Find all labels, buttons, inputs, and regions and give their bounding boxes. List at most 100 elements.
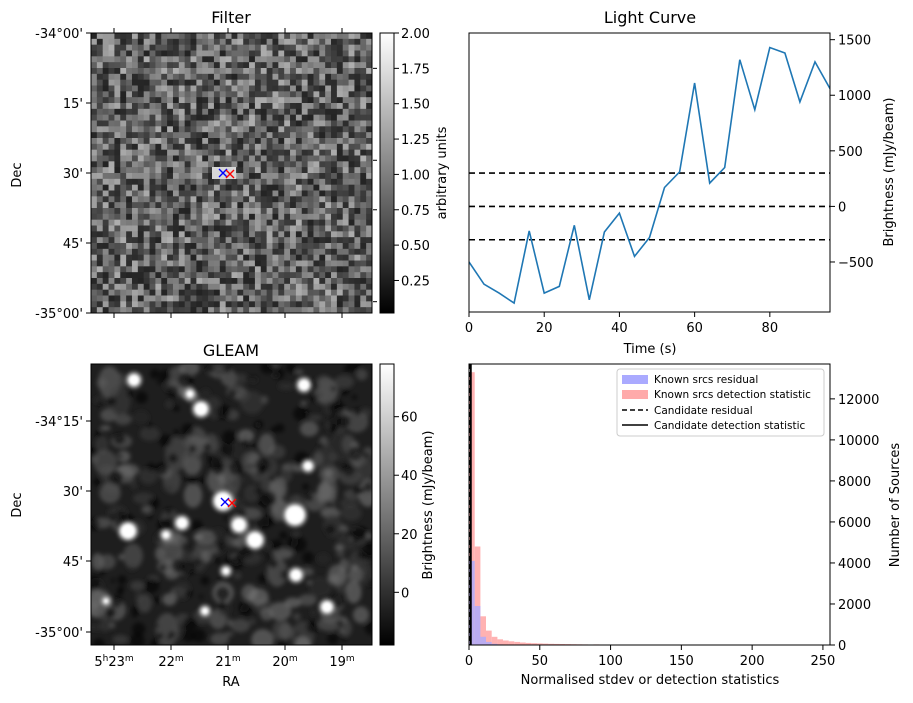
filter-pixel	[360, 33, 366, 39]
filter-pixel	[319, 86, 325, 92]
filter-pixel	[202, 51, 208, 57]
gleam-dark-blob	[159, 564, 166, 571]
filter-pixel	[325, 74, 331, 80]
gleam-dark-blob	[217, 601, 226, 610]
gleam-dark-blob	[326, 502, 332, 508]
filter-pixel	[232, 255, 238, 261]
filter-pixel	[255, 284, 261, 290]
x-tick-label: 250	[811, 654, 836, 669]
filter-pixel	[267, 255, 273, 261]
filter-pixel	[267, 150, 273, 156]
filter-pixel	[120, 208, 126, 214]
filter-pixel	[313, 220, 319, 226]
filter-pixel	[97, 109, 103, 115]
filter-pixel	[91, 97, 97, 103]
filter-pixel	[150, 226, 156, 232]
filter-pixel	[138, 296, 144, 302]
filter-pixel	[366, 68, 372, 74]
filter-pixel	[261, 278, 267, 284]
filter-pixel	[226, 278, 232, 284]
filter-pixel	[313, 68, 319, 74]
filter-pixel	[103, 132, 109, 138]
filter-pixel	[284, 161, 290, 167]
ra-minutes-unit: m	[289, 654, 298, 664]
filter-pixel	[114, 115, 120, 121]
filter-pixel	[272, 179, 278, 185]
filter-pixel	[313, 278, 319, 284]
filter-pixel	[196, 191, 202, 197]
filter-pixel	[284, 45, 290, 51]
filter-pixel	[360, 243, 366, 249]
filter-pixel	[337, 249, 343, 255]
filter-pixel	[366, 74, 372, 80]
filter-pixel	[103, 86, 109, 92]
filter-pixel	[185, 284, 191, 290]
filter-pixel	[237, 39, 243, 45]
dec-tick-label: -34°00'	[35, 27, 83, 42]
filter-pixel	[343, 249, 349, 255]
filter-pixel	[308, 237, 314, 243]
filter-pixel	[155, 97, 161, 103]
filter-pixel	[91, 161, 97, 167]
filter-pixel	[237, 249, 243, 255]
filter-pixel	[97, 196, 103, 202]
filter-pixel	[237, 185, 243, 191]
filter-pixel	[185, 296, 191, 302]
filter-pixel	[208, 132, 214, 138]
filter-pixel	[167, 214, 173, 220]
filter-pixel	[109, 109, 115, 115]
filter-pixel	[313, 284, 319, 290]
gleam-dark-blob	[295, 632, 299, 636]
filter-pixel	[243, 103, 249, 109]
filter-pixel	[103, 290, 109, 296]
filter-pixel	[150, 39, 156, 45]
filter-pixel	[290, 167, 296, 173]
filter-pixel	[308, 202, 314, 208]
gleam-noise-blob	[293, 613, 301, 621]
filter-pixel	[319, 150, 325, 156]
filter-pixel	[150, 91, 156, 97]
filter-pixel	[267, 301, 273, 307]
filter-pixel	[97, 161, 103, 167]
legend-label-candidate-residual: Candidate residual	[654, 405, 753, 417]
filter-pixel	[308, 51, 314, 57]
filter-pixel	[173, 173, 179, 179]
filter-pixel	[290, 68, 296, 74]
filter-pixel	[202, 202, 208, 208]
gleam-noise-blob	[334, 545, 343, 551]
filter-pixel	[237, 272, 243, 278]
ra-minutes-unit: m	[346, 654, 355, 664]
filter-pixel	[138, 51, 144, 57]
colorbar-tick-label: 60	[401, 411, 418, 426]
filter-pixel	[325, 249, 331, 255]
filter-pixel	[302, 231, 308, 237]
filter-pixel	[343, 51, 349, 57]
filter-pixel	[360, 301, 366, 307]
gleam-source	[103, 598, 109, 604]
filter-pixel	[337, 161, 343, 167]
filter-pixel	[278, 91, 284, 97]
filter-pixel	[132, 68, 138, 74]
filter-pixel	[109, 45, 115, 51]
filter-pixel	[226, 266, 232, 272]
filter-pixel	[226, 261, 232, 267]
y-tick-label: 10000	[838, 434, 879, 449]
filter-pixel	[226, 290, 232, 296]
filter-pixel	[284, 115, 290, 121]
filter-pixel	[214, 74, 220, 80]
filter-pixel	[331, 179, 337, 185]
filter-pixel	[249, 266, 255, 272]
filter-pixel	[91, 231, 97, 237]
filter-pixel	[343, 156, 349, 162]
filter-pixel	[120, 191, 126, 197]
filter-pixel	[179, 284, 185, 290]
filter-pixel	[144, 196, 150, 202]
filter-pixel	[243, 226, 249, 232]
filter-pixel	[237, 237, 243, 243]
filter-pixel	[308, 167, 314, 173]
filter-pixel	[132, 272, 138, 278]
filter-pixel	[349, 231, 355, 237]
filter-pixel	[296, 68, 302, 74]
filter-pixel	[255, 249, 261, 255]
filter-pixel	[161, 109, 167, 115]
